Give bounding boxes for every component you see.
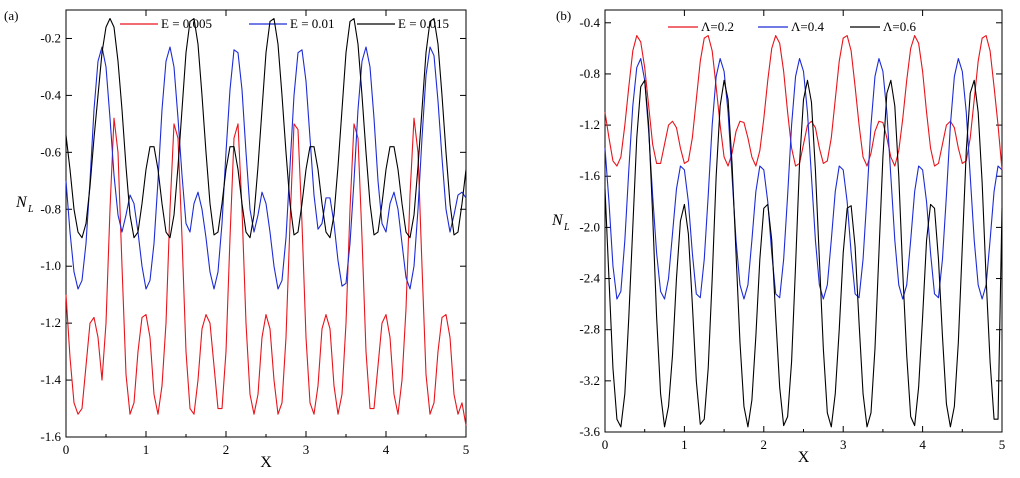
y-tick-label: -2.0 — [579, 219, 600, 234]
y-tick-label: -2.4 — [579, 271, 600, 286]
legend-label-3: E = 0.015 — [398, 16, 449, 31]
x-axis-label: X — [260, 454, 272, 471]
y-axis-label-subscript: L — [563, 222, 570, 233]
x-tick-label: 4 — [383, 442, 390, 457]
y-axis-label: N — [551, 212, 564, 229]
legend-label-1: E = 0.005 — [161, 16, 212, 31]
y-tick-label: -0.4 — [579, 15, 600, 30]
x-tick-label: 0 — [63, 442, 70, 457]
series-line-3 — [604, 79, 1003, 428]
y-axis-label: N — [15, 194, 28, 211]
y-tick-label: -2.8 — [579, 322, 600, 337]
y-tick-label: -0.8 — [579, 66, 600, 81]
series-line-2 — [65, 46, 467, 290]
panel-label: (a) — [4, 8, 18, 23]
series-line-1 — [65, 117, 467, 426]
x-tick-label: 3 — [303, 442, 310, 457]
series-line-3 — [65, 17, 467, 239]
panel-label: (b) — [556, 8, 571, 23]
x-tick-label: 1 — [143, 442, 150, 457]
y-tick-label: -3.6 — [579, 424, 600, 439]
x-tick-label: 5 — [463, 442, 470, 457]
y-tick-label: -1.0 — [40, 258, 61, 273]
legend-label-2: Λ=0.4 — [791, 19, 825, 34]
x-tick-label: 5 — [999, 437, 1006, 452]
y-tick-label: -1.2 — [579, 117, 600, 132]
y-tick-label: -0.4 — [40, 87, 61, 102]
x-tick-label: 2 — [223, 442, 230, 457]
y-tick-label: -0.2 — [40, 30, 61, 45]
legend-label-3: Λ=0.6 — [883, 19, 917, 34]
x-tick-label: 2 — [761, 437, 768, 452]
legend-label-1: Λ=0.2 — [701, 19, 734, 34]
x-tick-label: 1 — [681, 437, 688, 452]
y-axis-label-subscript: L — [27, 204, 34, 215]
series-line-1 — [604, 35, 1003, 170]
x-tick-label: 3 — [840, 437, 847, 452]
y-tick-label: -3.2 — [579, 373, 600, 388]
y-tick-label: -0.8 — [40, 201, 61, 216]
y-tick-label: -0.6 — [40, 144, 61, 159]
y-tick-label: -1.2 — [40, 315, 61, 330]
legend-label-2: E = 0.01 — [290, 16, 335, 31]
y-tick-label: -1.4 — [40, 372, 61, 387]
y-tick-label: -1.6 — [579, 168, 600, 183]
series-line-2 — [604, 58, 1003, 300]
x-tick-label: 0 — [602, 437, 609, 452]
x-tick-label: 4 — [919, 437, 926, 452]
x-axis-label: X — [798, 449, 810, 466]
y-tick-label: -1.6 — [40, 429, 61, 444]
